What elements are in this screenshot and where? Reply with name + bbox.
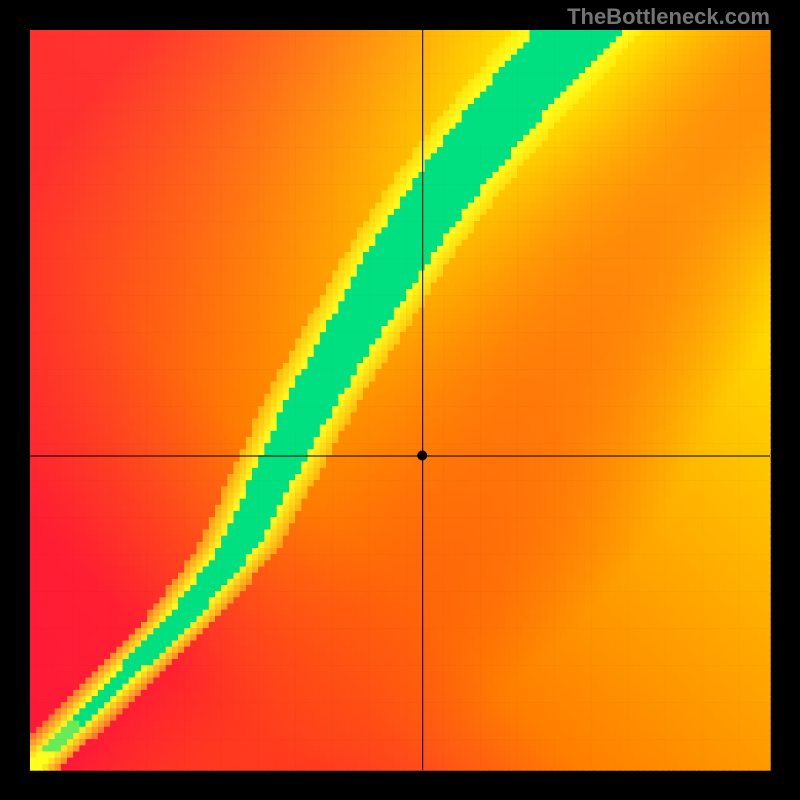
- chart-container: TheBottleneck.com: [0, 0, 800, 800]
- heatmap-canvas: [0, 0, 800, 800]
- watermark-text: TheBottleneck.com: [567, 4, 770, 30]
